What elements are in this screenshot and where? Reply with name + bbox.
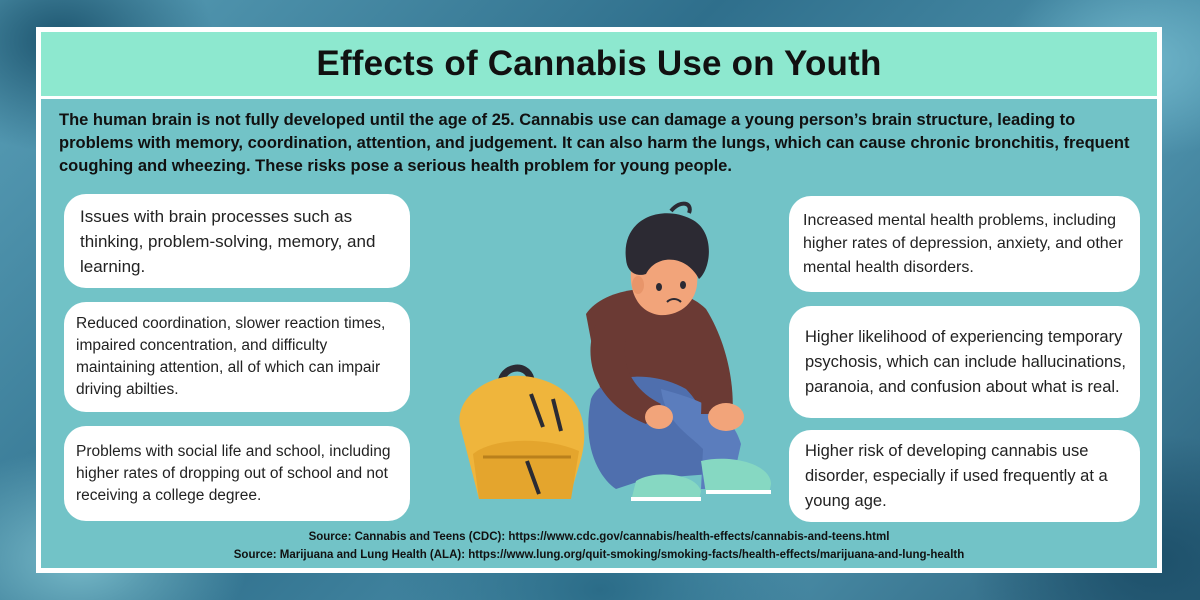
effect-card-text: Higher likelihood of experiencing tempor…	[805, 327, 1127, 396]
effect-card-text: Reduced coordination, slower reaction ti…	[76, 315, 386, 398]
source-ala: Source: Marijuana and Lung Health (ALA):…	[233, 549, 965, 561]
effect-card-brain-processes: Issues with brain processes such as thin…	[64, 194, 410, 288]
page-title: Effects of Cannabis Use on Youth	[316, 44, 882, 83]
backpack-icon	[459, 364, 585, 499]
effect-card-use-disorder: Higher risk of developing cannabis use d…	[789, 430, 1140, 522]
effect-card-coordination: Reduced coordination, slower reaction ti…	[64, 302, 410, 412]
intro-paragraph: The human brain is not fully developed u…	[59, 111, 1130, 175]
sad-teen-illustration	[459, 201, 771, 501]
content-panel: The human brain is not fully developed u…	[41, 99, 1157, 568]
effect-card-social-school: Problems with social life and school, in…	[64, 426, 410, 521]
effect-card-text: Increased mental health problems, includ…	[803, 211, 1123, 276]
effect-card-text: Problems with social life and school, in…	[76, 442, 391, 504]
effect-card-mental-health: Increased mental health problems, includ…	[789, 196, 1140, 292]
effect-card-psychosis: Higher likelihood of experiencing tempor…	[789, 306, 1140, 418]
title-bar: Effects of Cannabis Use on Youth	[41, 32, 1157, 96]
sad-face-icon	[625, 201, 709, 316]
sources: Source: Cannabis and Teens (CDC): https:…	[41, 528, 1157, 564]
infographic-frame: Effects of Cannabis Use on Youth The hum…	[36, 27, 1162, 573]
effect-card-text: Higher risk of developing cannabis use d…	[805, 441, 1108, 510]
source-cdc: Source: Cannabis and Teens (CDC): https:…	[308, 531, 890, 543]
effect-card-text: Issues with brain processes such as thin…	[80, 206, 376, 276]
